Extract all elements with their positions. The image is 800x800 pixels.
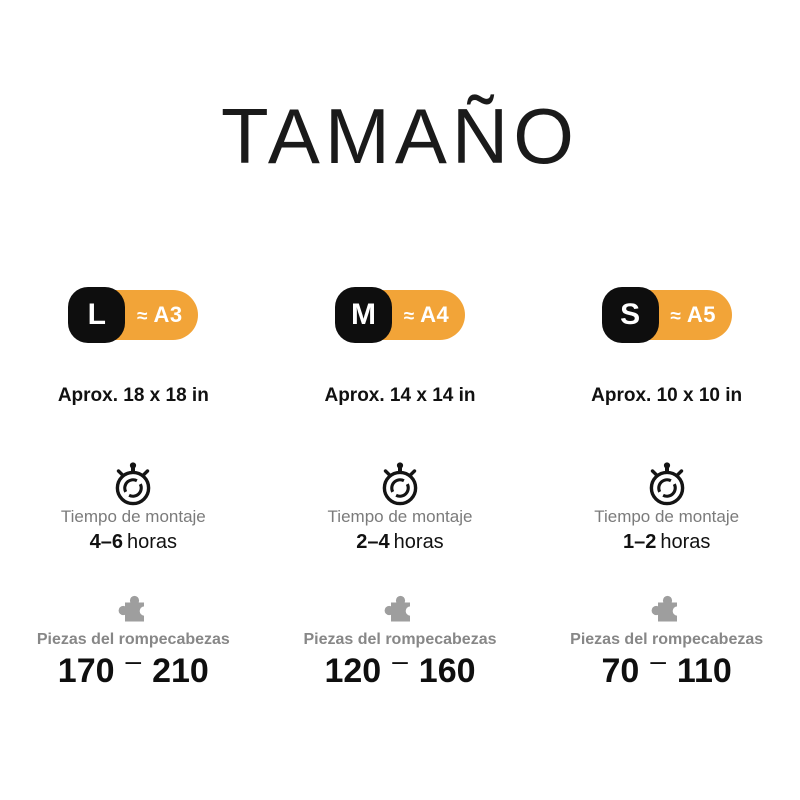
size-letter: S: [620, 298, 641, 331]
assembly-time-value: 2–4 horas: [356, 530, 443, 554]
paper-size-label: A4: [420, 302, 450, 327]
paper-size: ≈ A5: [659, 302, 732, 328]
approx-symbol: ≈: [403, 306, 415, 327]
size-badge: M ≈ A4: [334, 287, 465, 343]
pieces-max: 160: [418, 652, 476, 691]
pieces-max: 110: [676, 652, 732, 691]
approx-symbol: ≈: [137, 306, 148, 327]
assembly-time-label: Tiempo de montaje: [594, 506, 740, 526]
size-letter-chip: M: [334, 287, 392, 343]
pieces-range: 120 – 160: [324, 645, 476, 692]
pieces-dash: –: [125, 645, 142, 677]
stopwatch-icon: [379, 460, 421, 506]
pieces-dash: –: [392, 645, 408, 677]
assembly-time-label: Tiempo de montaje: [60, 506, 206, 526]
assembly-time-value: 4–6 horas: [90, 530, 177, 554]
size-badge: L ≈ A3: [68, 287, 199, 343]
stopwatch-icon: [646, 460, 688, 506]
assembly-time-label: Tiempo de montaje: [327, 506, 473, 526]
puzzle-piece-icon: [118, 592, 149, 624]
assembly-time-unit: horas: [660, 531, 711, 554]
size-letter-chip: L: [68, 287, 126, 343]
size-letter: L: [87, 298, 106, 331]
size-column-large: L ≈ A3 Aprox. 18 x 18 in Tiempo de m: [0, 287, 267, 692]
stopwatch-icon: [112, 460, 154, 506]
paper-size: ≈ A3: [125, 302, 198, 328]
assembly-time-value: 1–2 horas: [623, 530, 710, 554]
approx-symbol: ≈: [670, 306, 681, 327]
dimensions-label: Aprox. 18 x 18 in: [57, 385, 209, 406]
size-badge: S ≈ A5: [601, 287, 732, 343]
pieces-dash: –: [650, 645, 666, 677]
dimensions-label: Aprox. 14 x 14 in: [324, 385, 476, 406]
pieces-label: Piezas del rompecabezas: [36, 631, 230, 649]
assembly-time-range: 4–6: [89, 531, 123, 554]
pieces-min: 120: [324, 652, 382, 691]
paper-size-label: A5: [686, 302, 716, 327]
pieces-range: 170 – 210: [57, 645, 209, 692]
size-letter: M: [350, 298, 376, 331]
size-letter-chip: S: [601, 287, 659, 343]
assembly-time-unit: horas: [393, 531, 444, 554]
pieces-min: 170: [57, 652, 115, 691]
puzzle-piece-icon: [651, 592, 683, 624]
pieces-range: 70 – 110: [601, 645, 732, 692]
size-columns: L ≈ A3 Aprox. 18 x 18 in Tiempo de m: [0, 287, 800, 692]
size-column-medium: M ≈ A4 Aprox. 14 x 14 in Tiempo de m: [267, 287, 534, 692]
pieces-min: 70: [601, 652, 640, 691]
pieces-max: 210: [152, 652, 209, 691]
assembly-time-unit: horas: [127, 531, 178, 554]
page-title: TAMAÑO: [221, 92, 579, 180]
dimensions-label: Aprox. 10 x 10 in: [591, 385, 743, 406]
puzzle-piece-icon: [384, 592, 416, 624]
paper-size: ≈ A4: [392, 302, 465, 328]
assembly-time-range: 2–4: [356, 531, 390, 554]
size-column-small: S ≈ A5 Aprox. 10 x 10 in Tiempo de m: [533, 287, 800, 692]
pieces-label: Piezas del rompecabezas: [570, 631, 764, 649]
pieces-label: Piezas del rompecabezas: [303, 631, 497, 649]
assembly-time-range: 1–2: [622, 531, 657, 554]
paper-size-label: A3: [153, 302, 183, 327]
